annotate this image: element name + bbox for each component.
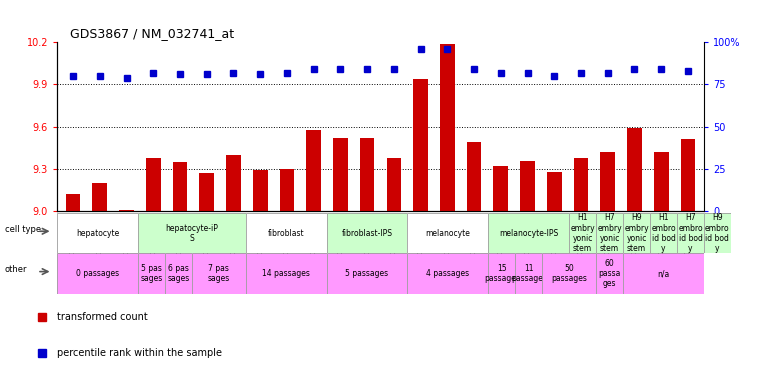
FancyBboxPatch shape [138,213,246,253]
Bar [199,173,214,211]
Bar [226,155,240,211]
Text: 0 passages: 0 passages [76,269,119,278]
FancyBboxPatch shape [704,213,731,253]
Text: percentile rank within the sample: percentile rank within the sample [57,348,222,358]
Text: 50
passages: 50 passages [551,264,587,283]
Text: 6 pas
sages: 6 pas sages [167,264,189,283]
Text: H7
embro
id bod
y: H7 embro id bod y [678,213,702,253]
FancyBboxPatch shape [246,213,326,253]
Text: 15
passages: 15 passages [484,264,520,283]
Bar [574,158,588,211]
FancyBboxPatch shape [650,213,677,253]
Bar [387,158,401,211]
Bar [440,44,454,211]
Bar [600,152,615,211]
Bar [307,129,321,211]
Bar [680,139,696,211]
FancyBboxPatch shape [515,253,542,294]
Text: H9
embry
yonic
stem: H9 embry yonic stem [624,213,649,253]
Bar [65,194,81,211]
Text: n/a: n/a [658,269,670,278]
Text: GDS3867 / NM_032741_at: GDS3867 / NM_032741_at [70,26,234,40]
Text: 60
passa
ges: 60 passa ges [598,259,621,288]
Bar [466,142,482,211]
FancyBboxPatch shape [677,213,704,253]
FancyBboxPatch shape [489,253,515,294]
FancyBboxPatch shape [246,253,326,294]
Text: 4 passages: 4 passages [426,269,470,278]
FancyBboxPatch shape [623,213,650,253]
FancyBboxPatch shape [326,253,407,294]
FancyBboxPatch shape [407,253,489,294]
Text: hepatocyte-iP
S: hepatocyte-iP S [165,223,218,243]
FancyBboxPatch shape [407,213,489,253]
Text: 14 passages: 14 passages [263,269,310,278]
FancyBboxPatch shape [596,213,623,253]
Bar [119,210,134,211]
Text: H1
embro
id bod
y: H1 embro id bod y [651,213,676,253]
Bar [627,128,642,211]
Text: melanocyte-IPS: melanocyte-IPS [499,229,559,238]
FancyBboxPatch shape [489,213,569,253]
Text: other: other [5,265,27,274]
Text: H9
embro
id bod
y: H9 embro id bod y [705,213,730,253]
Bar [493,166,508,211]
FancyBboxPatch shape [596,253,623,294]
Text: 11
passages: 11 passages [511,264,546,283]
Bar [173,162,187,211]
Bar [654,152,668,211]
Bar [521,161,535,211]
Text: melanocyte: melanocyte [425,229,470,238]
FancyBboxPatch shape [623,253,704,294]
Text: 5 pas
sages: 5 pas sages [140,264,163,283]
Text: H1
embry
yonic
stem: H1 embry yonic stem [570,213,595,253]
Text: fibroblast: fibroblast [268,229,304,238]
Bar [279,169,295,211]
FancyBboxPatch shape [326,213,407,253]
Text: 7 pas
sages: 7 pas sages [208,264,230,283]
Bar [547,172,562,211]
FancyBboxPatch shape [57,253,138,294]
Bar [413,79,428,211]
Bar [333,138,348,211]
FancyBboxPatch shape [192,253,246,294]
Text: 5 passages: 5 passages [345,269,389,278]
Text: hepatocyte: hepatocyte [76,229,119,238]
FancyBboxPatch shape [542,253,596,294]
Bar [146,158,161,211]
Text: transformed count: transformed count [57,312,148,322]
FancyBboxPatch shape [569,213,596,253]
Bar [93,183,107,211]
Text: fibroblast-IPS: fibroblast-IPS [342,229,393,238]
FancyBboxPatch shape [165,253,192,294]
FancyBboxPatch shape [57,213,138,253]
Text: cell type: cell type [5,225,40,234]
Bar [253,170,268,211]
FancyBboxPatch shape [138,253,165,294]
Text: H7
embry
yonic
stem: H7 embry yonic stem [597,213,622,253]
Bar [360,138,374,211]
